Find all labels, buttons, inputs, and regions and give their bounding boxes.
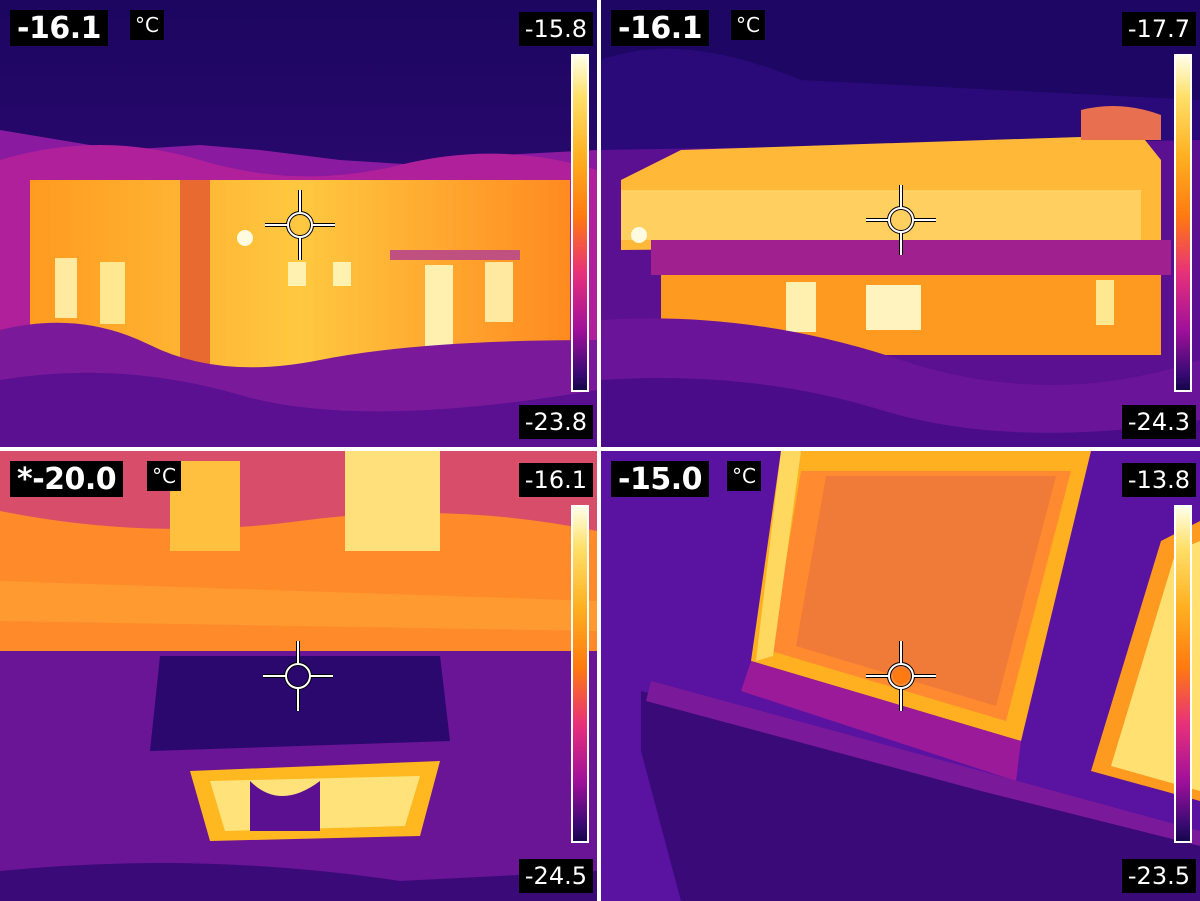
unit-label: °C: [731, 10, 765, 40]
scale-max-label: -16.1: [518, 463, 593, 497]
thermal-panel-3: *-20.0 °C -16.1 -24.5: [0, 451, 597, 901]
scale-max-label: -15.8: [518, 12, 593, 46]
thermal-image-house-porch: [601, 0, 1200, 447]
thermal-image-house-front: [0, 0, 597, 447]
temperature-scale-bar: [1174, 505, 1192, 843]
unit-label: °C: [147, 461, 181, 491]
scale-min-label: -23.5: [1121, 859, 1196, 893]
crosshair-icon: [263, 641, 333, 711]
thermal-panel-1: -16.1 °C -15.8 -23.8: [0, 0, 597, 447]
spot-temperature: *-20.0: [10, 461, 124, 497]
thermal-panel-4: -15.0 °C -13.8 -23.5: [601, 451, 1200, 901]
temperature-scale-bar: [571, 54, 589, 392]
crosshair-icon: [265, 190, 335, 260]
unit-label: °C: [727, 461, 761, 491]
spot-temperature: -16.1: [611, 10, 709, 46]
temperature-scale-bar: [571, 505, 589, 843]
unit-label: °C: [130, 10, 164, 40]
spot-temperature: -16.1: [10, 10, 108, 46]
crosshair-icon: [866, 641, 936, 711]
scale-max-label: -13.8: [1121, 463, 1196, 497]
temperature-scale-bar: [1174, 54, 1192, 392]
thermal-panel-2: -16.1 °C -17.7 -24.3: [601, 0, 1200, 447]
scale-max-label: -17.7: [1121, 12, 1196, 46]
scale-min-label: -23.8: [518, 405, 593, 439]
scale-min-label: -24.5: [518, 859, 593, 893]
thermal-image-light-well: [0, 451, 597, 901]
crosshair-icon: [866, 185, 936, 255]
thermal-image-window: [601, 451, 1200, 901]
scale-min-label: -24.3: [1121, 405, 1196, 439]
spot-temperature: -15.0: [611, 461, 709, 497]
